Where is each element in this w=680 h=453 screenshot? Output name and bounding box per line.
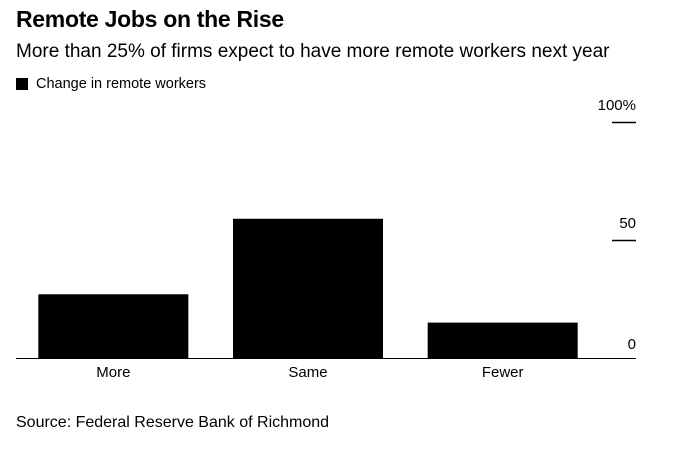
x-tick-label-more: More <box>96 364 130 381</box>
bar-fewer <box>427 322 578 358</box>
source-note: Source: Federal Reserve Bank of Richmond <box>16 414 330 431</box>
y-tick-label-100: 100% <box>598 97 636 114</box>
x-tick-label-fewer: Fewer <box>482 364 524 381</box>
legend-swatch <box>16 78 28 90</box>
bar-more <box>38 294 189 358</box>
y-tick-label-50: 50 <box>619 215 636 232</box>
chart-title: Remote Jobs on the Rise <box>16 6 284 32</box>
legend-label: Change in remote workers <box>36 76 207 92</box>
legend: Change in remote workers <box>16 76 206 92</box>
chart-subtitle: More than 25% of firms expect to have mo… <box>16 41 610 62</box>
y-tick-label-0: 0 <box>628 336 636 353</box>
x-tick-label-same: Same <box>288 364 327 381</box>
bar-same <box>233 218 383 358</box>
